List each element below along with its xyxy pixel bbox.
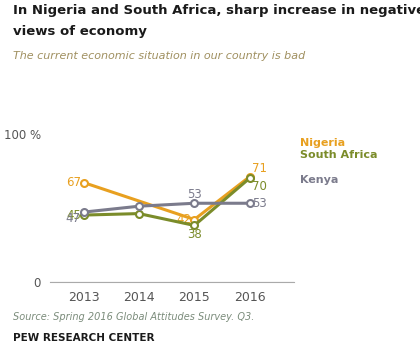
Text: 47: 47	[66, 212, 81, 225]
Text: 45: 45	[66, 209, 81, 221]
Text: 38: 38	[187, 228, 202, 241]
Text: Kenya: Kenya	[300, 175, 339, 184]
Text: South Africa: South Africa	[300, 150, 378, 160]
Text: 70: 70	[252, 180, 268, 193]
Text: PEW RESEARCH CENTER: PEW RESEARCH CENTER	[13, 333, 154, 342]
Text: 53: 53	[252, 197, 267, 210]
Text: Source: Spring 2016 Global Attitudes Survey. Q3.: Source: Spring 2016 Global Attitudes Sur…	[13, 312, 254, 321]
Text: 71: 71	[252, 162, 268, 175]
Text: 67: 67	[66, 176, 81, 189]
Text: views of economy: views of economy	[13, 25, 147, 38]
Text: Nigeria: Nigeria	[300, 138, 345, 147]
Text: In Nigeria and South Africa, sharp increase in negative: In Nigeria and South Africa, sharp incre…	[13, 4, 420, 17]
Text: 53: 53	[187, 188, 202, 201]
Text: The current economic situation in our country is bad: The current economic situation in our co…	[13, 51, 305, 61]
Text: 42: 42	[176, 213, 192, 226]
